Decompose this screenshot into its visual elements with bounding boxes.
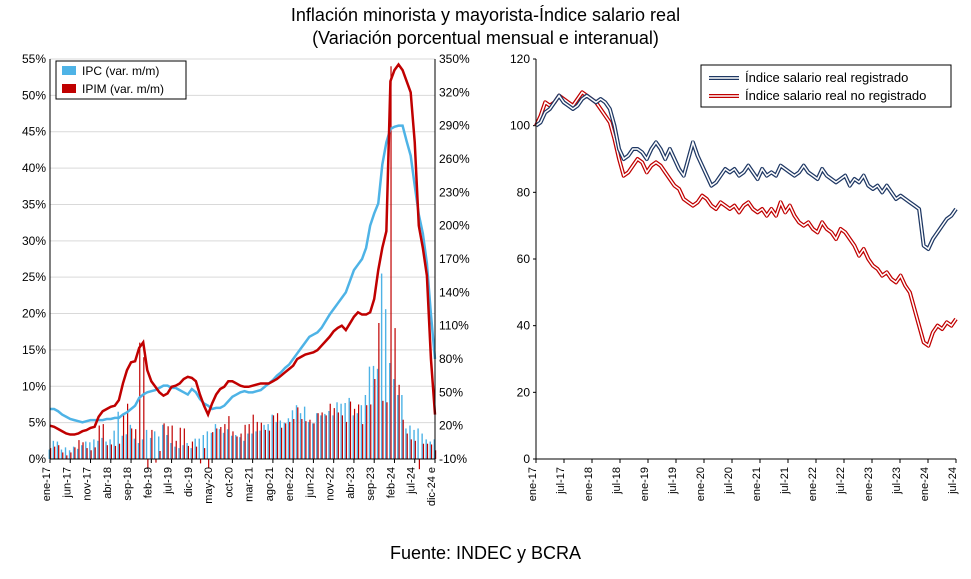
- svg-text:jul-24: jul-24: [947, 467, 959, 495]
- svg-text:ene-18: ene-18: [583, 467, 595, 501]
- svg-text:jul-20: jul-20: [723, 467, 735, 495]
- svg-text:20%: 20%: [22, 307, 46, 321]
- svg-text:40%: 40%: [22, 161, 46, 175]
- svg-text:290%: 290%: [439, 119, 470, 133]
- svg-text:-10%: -10%: [439, 452, 467, 466]
- svg-text:200%: 200%: [439, 219, 470, 233]
- svg-text:feb-24: feb-24: [385, 467, 397, 498]
- svg-text:35%: 35%: [22, 197, 46, 211]
- svg-text:25%: 25%: [22, 270, 46, 284]
- svg-text:ene-22: ene-22: [284, 467, 296, 501]
- right-chart-svg: 0 20 40 60 80 100 120 ene-17 jul-17 ene-18 jul-18 e…: [486, 49, 971, 539]
- svg-text:320%: 320%: [439, 85, 470, 99]
- svg-text:230%: 230%: [439, 185, 470, 199]
- svg-text:nov-22: nov-22: [325, 467, 337, 501]
- svg-text:260%: 260%: [439, 152, 470, 166]
- svg-text:jul-17: jul-17: [555, 467, 567, 495]
- svg-text:ene-23: ene-23: [863, 467, 875, 501]
- svg-text:jun-17: jun-17: [61, 467, 73, 499]
- svg-text:45%: 45%: [22, 125, 46, 139]
- svg-text:60: 60: [516, 252, 530, 266]
- svg-text:jun-22: jun-22: [304, 467, 316, 499]
- title-line-2: (Variación porcentual mensual e interanu…: [0, 27, 971, 50]
- svg-text:abr-23: abr-23: [345, 467, 357, 499]
- svg-text:mar-21: mar-21: [244, 467, 256, 502]
- svg-text:ene-24: ene-24: [919, 467, 931, 501]
- svg-text:0%: 0%: [29, 452, 47, 466]
- svg-text:ene-20: ene-20: [695, 467, 707, 501]
- svg-text:55%: 55%: [22, 52, 46, 66]
- svg-text:ene-19: ene-19: [639, 467, 651, 501]
- svg-text:ene-17: ene-17: [41, 467, 53, 501]
- svg-text:nov-17: nov-17: [82, 467, 94, 501]
- svg-text:5%: 5%: [29, 416, 47, 430]
- svg-text:20: 20: [516, 385, 530, 399]
- svg-text:110%: 110%: [439, 319, 469, 333]
- svg-text:jul-24: jul-24: [406, 467, 418, 495]
- svg-text:100: 100: [509, 119, 529, 133]
- svg-text:sep-18: sep-18: [122, 467, 134, 501]
- svg-text:40: 40: [516, 319, 530, 333]
- svg-text:ago-21: ago-21: [264, 467, 276, 501]
- svg-text:Índice salario real no registr: Índice salario real no registrado: [745, 88, 926, 103]
- svg-text:IPC (var. m/m): IPC (var. m/m): [82, 64, 159, 78]
- source-text: Fuente: INDEC y BCRA: [0, 539, 971, 564]
- svg-text:20%: 20%: [439, 419, 463, 433]
- svg-text:170%: 170%: [439, 252, 470, 266]
- svg-text:jul-23: jul-23: [891, 467, 903, 495]
- svg-text:120: 120: [509, 52, 529, 66]
- svg-text:80%: 80%: [439, 352, 463, 366]
- left-chart: 0% 5% 10% 15% 20% 25% 30% 35% 40% 45% 50% 55% -10% 20…: [0, 49, 486, 539]
- svg-text:50%: 50%: [439, 385, 463, 399]
- svg-text:140%: 140%: [439, 285, 470, 299]
- title-line-1: Inflación minorista y mayorista-Índice s…: [0, 4, 971, 27]
- svg-text:IPIM (var. m/m): IPIM (var. m/m): [82, 82, 164, 96]
- svg-text:30%: 30%: [22, 234, 46, 248]
- svg-text:jul-19: jul-19: [163, 467, 175, 495]
- svg-text:jul-22: jul-22: [835, 467, 847, 495]
- charts-row: 0% 5% 10% 15% 20% 25% 30% 35% 40% 45% 50% 55% -10% 20…: [0, 49, 971, 539]
- svg-text:dic-24 e: dic-24 e: [426, 467, 438, 506]
- svg-text:jul-19: jul-19: [667, 467, 679, 495]
- svg-text:feb-19: feb-19: [142, 467, 154, 498]
- svg-text:350%: 350%: [439, 52, 470, 66]
- svg-text:50%: 50%: [22, 88, 46, 102]
- right-chart: 0 20 40 60 80 100 120 ene-17 jul-17 ene-18 jul-18 e…: [486, 49, 971, 539]
- svg-text:10%: 10%: [22, 379, 46, 393]
- svg-text:80: 80: [516, 185, 530, 199]
- svg-text:Índice salario real registrado: Índice salario real registrado: [745, 70, 908, 85]
- svg-text:0: 0: [523, 452, 530, 466]
- svg-text:ene-22: ene-22: [807, 467, 819, 501]
- svg-text:dic-19: dic-19: [183, 467, 195, 497]
- svg-text:sep-23: sep-23: [365, 467, 377, 501]
- svg-text:ene-17: ene-17: [527, 467, 539, 501]
- svg-text:15%: 15%: [22, 343, 46, 357]
- svg-text:ene-21: ene-21: [751, 467, 763, 501]
- svg-text:jul-21: jul-21: [779, 467, 791, 495]
- svg-text:abr-18: abr-18: [102, 467, 114, 499]
- page: Inflación minorista y mayorista-Índice s…: [0, 0, 971, 579]
- svg-text:may-20: may-20: [203, 467, 215, 504]
- svg-text:jul-18: jul-18: [611, 467, 623, 495]
- chart-title: Inflación minorista y mayorista-Índice s…: [0, 0, 971, 49]
- left-chart-svg: 0% 5% 10% 15% 20% 25% 30% 35% 40% 45% 50% 55% -10% 20…: [0, 49, 485, 539]
- svg-text:oct-20: oct-20: [223, 467, 235, 498]
